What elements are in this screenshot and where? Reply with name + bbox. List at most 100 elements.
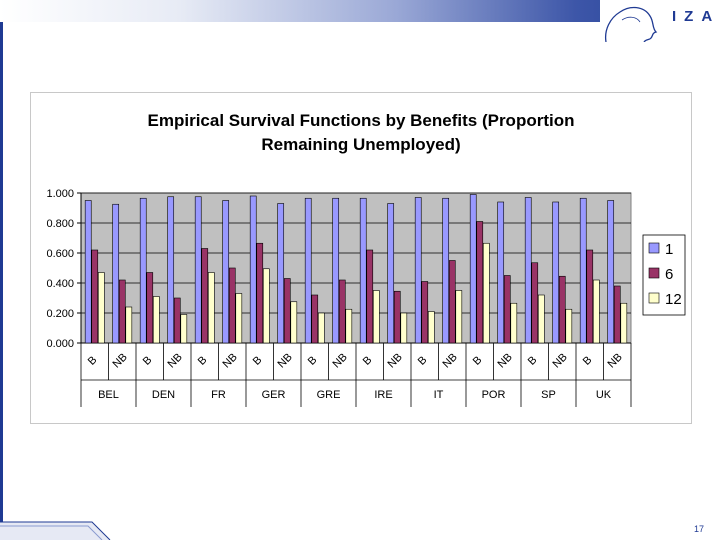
y-tick-label: 1.000 xyxy=(46,188,74,200)
bar-b-series-6 xyxy=(476,221,484,344)
footer-accent xyxy=(0,521,111,540)
y-tick-label: 0.800 xyxy=(46,218,74,230)
x-category-label: B xyxy=(306,354,320,368)
country-label-den: DEN xyxy=(152,389,175,401)
bar-nb-series-12 xyxy=(620,302,628,344)
x-category-label: NB xyxy=(330,351,349,370)
page-number: 17 xyxy=(693,524,704,534)
bar-nb-series-1 xyxy=(497,201,505,344)
bar-nb-series-1 xyxy=(332,197,340,344)
country-label-sp: SP xyxy=(541,389,556,401)
bar-b-series-12 xyxy=(482,242,490,344)
country-label-gre: GRE xyxy=(317,389,341,401)
bar-b-series-6 xyxy=(201,248,209,344)
bar-nb-series-12 xyxy=(180,314,188,344)
bar-b-series-1 xyxy=(139,197,147,344)
x-category-label: NB xyxy=(605,351,624,370)
bar-b-series-6 xyxy=(421,281,429,344)
bar-nb-series-1 xyxy=(277,203,285,344)
bar-b-series-1 xyxy=(304,197,312,344)
bar-b-series-12 xyxy=(262,268,270,344)
x-category-label: NB xyxy=(220,351,239,370)
bar-b-series-6 xyxy=(366,249,374,344)
bar-nb-series-6 xyxy=(228,267,236,344)
bar-nb-series-6 xyxy=(173,297,181,344)
x-category-label: B xyxy=(251,354,265,368)
country-label-ire: IRE xyxy=(374,389,392,401)
chart-frame: Empirical Survival Functions by Benefits… xyxy=(30,92,692,424)
x-category-label: B xyxy=(86,354,100,368)
bar-nb-series-6 xyxy=(338,279,346,344)
bar-nb-series-12 xyxy=(455,290,463,344)
bar-nb-series-12 xyxy=(125,306,133,344)
bar-nb-series-12 xyxy=(235,293,243,344)
x-category-label: NB xyxy=(110,351,129,370)
x-category-label: B xyxy=(416,354,430,368)
country-label-bel: BEL xyxy=(98,389,119,401)
bar-b-series-12 xyxy=(207,272,215,344)
bar-b-series-12 xyxy=(97,272,105,344)
bar-b-series-1 xyxy=(359,197,367,344)
survival-bar-chart: Empirical Survival Functions by Benefits… xyxy=(46,111,686,407)
plot-area xyxy=(80,192,632,344)
bar-nb-series-12 xyxy=(345,308,353,344)
bar-nb-series-1 xyxy=(222,200,230,344)
bar-nb-series-12 xyxy=(565,308,573,344)
bar-b-series-12 xyxy=(317,312,325,344)
legend-label-12: 12 xyxy=(665,291,682,308)
bar-b-series-1 xyxy=(524,197,532,344)
bar-b-series-12 xyxy=(372,290,380,344)
chart-title-line-1: Empirical Survival Functions by Benefits… xyxy=(148,111,575,130)
country-label-fr: FR xyxy=(211,389,226,401)
x-category-label: B xyxy=(196,354,210,368)
x-category-label: NB xyxy=(550,351,569,370)
bar-b-series-6 xyxy=(256,242,264,344)
bar-nb-series-1 xyxy=(442,197,450,344)
x-category-label: NB xyxy=(385,351,404,370)
bar-nb-series-1 xyxy=(387,203,395,344)
x-category-label: B xyxy=(471,354,485,368)
bar-b-series-12 xyxy=(152,296,160,344)
bar-nb-series-6 xyxy=(558,275,566,344)
bar-b-series-12 xyxy=(427,311,435,344)
x-category-label: NB xyxy=(165,351,184,370)
bar-b-series-1 xyxy=(469,194,477,344)
bar-nb-series-1 xyxy=(552,201,560,344)
iza-logo xyxy=(600,0,720,42)
bar-nb-series-6 xyxy=(613,285,621,344)
bar-nb-series-1 xyxy=(167,196,175,344)
header-gradient-bar xyxy=(0,0,720,22)
logo-text: IZA xyxy=(672,8,720,25)
legend-label-6: 6 xyxy=(665,266,673,283)
bar-nb-series-6 xyxy=(393,290,401,344)
x-category-label: NB xyxy=(275,351,294,370)
bar-b-series-6 xyxy=(146,272,154,344)
bar-b-series-1 xyxy=(414,197,422,344)
legend-label-1: 1 xyxy=(665,241,673,258)
country-label-it: IT xyxy=(434,389,444,401)
bar-nb-series-12 xyxy=(510,302,518,344)
bar-nb-series-6 xyxy=(118,279,126,344)
x-category-label: B xyxy=(526,354,540,368)
bar-b-series-1 xyxy=(84,200,92,344)
bar-b-series-6 xyxy=(586,249,594,344)
bar-b-series-1 xyxy=(194,196,202,344)
head-silhouette-icon xyxy=(604,6,658,42)
left-border-line xyxy=(0,22,3,522)
bar-nb-series-12 xyxy=(290,301,298,344)
country-label-uk: UK xyxy=(596,389,612,401)
bar-nb-series-1 xyxy=(112,203,120,344)
y-tick-label: 0.200 xyxy=(46,308,74,320)
legend-swatch-12 xyxy=(648,292,660,304)
bar-nb-series-6 xyxy=(448,260,456,344)
bar-nb-series-1 xyxy=(607,200,615,344)
y-tick-label: 0.600 xyxy=(46,248,74,260)
bar-b-series-12 xyxy=(592,279,600,344)
legend-swatch-1 xyxy=(648,242,660,254)
y-tick-label: 0.400 xyxy=(46,278,74,290)
y-tick-label: 0.000 xyxy=(46,338,74,350)
x-category-label: B xyxy=(141,354,155,368)
country-label-por: POR xyxy=(482,389,506,401)
bar-nb-series-6 xyxy=(503,275,511,344)
x-category-label: B xyxy=(581,354,595,368)
